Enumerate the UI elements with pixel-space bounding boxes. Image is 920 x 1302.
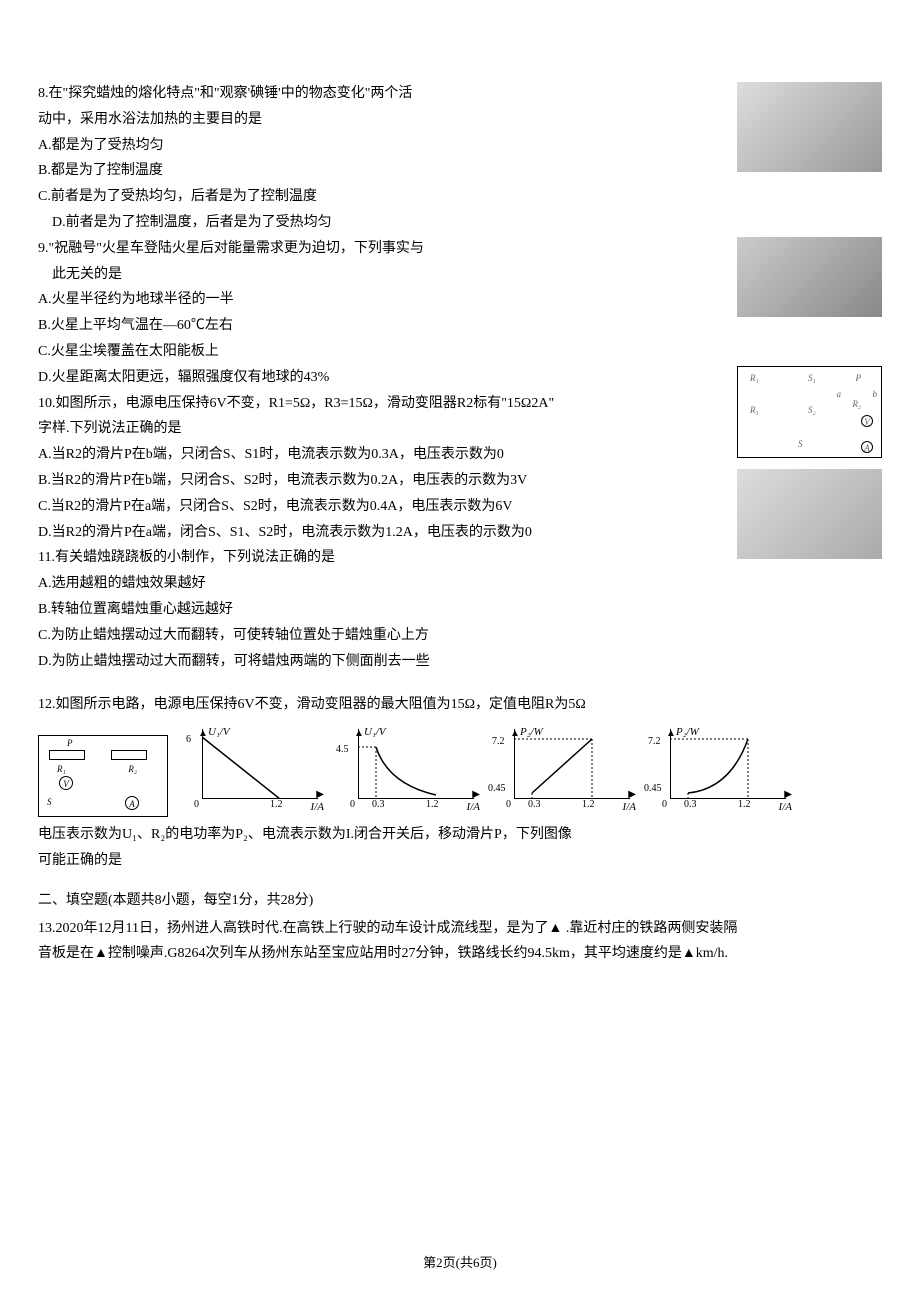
q12-circuit: P R₁ R₂ V S A [38,735,168,817]
s-label: S [798,437,803,452]
q8-option-d: D.前者是为了控制温度，后者是为了受热均匀 [38,211,882,235]
chart3-ymax: 7.2 [492,733,505,750]
a-label: a [837,387,842,402]
chart1-curve [202,729,318,799]
s2-label: S₂ [808,403,816,418]
q12-r2-box [111,750,147,760]
q11-option-a: A.选用越粗的蜡烛效果越好 [38,572,882,596]
a-meter: A [861,441,873,453]
chart3-curve [514,729,630,799]
q12-chart-4: ▲ P₂/W ▶ 7.2 0.45 0 0.3 1.2 I/A [642,725,792,817]
q11-figure [737,469,882,559]
q9-option-c: C.火星尘埃覆盖在太阳能板上 [38,340,882,364]
q12-chart-2: ▲ U₁/V ▶ 4.5 0 0.3 1.2 I/A [330,725,480,817]
q11-option-c: C.为防止蜡烛摆动过大而翻转，可使转轴位置处于蜡烛重心上方 [38,624,882,648]
q12-p: P [67,736,73,751]
r2-label: R₂ [852,397,861,412]
q11-option-b: B.转轴位置离蜡烛重心越远越好 [38,598,882,622]
q12-stem: 12.如图所示电路，电源电压保持6V不变，滑动变阻器的最大阻值为15Ω，定值电阻… [38,693,882,717]
chart4-y1: 0.45 [644,780,662,797]
b-label: b [873,387,878,402]
page-footer: 第2页(共6页) [0,1252,920,1274]
chart1-zero: 0 [194,796,199,813]
q13-line2: 音板是在▲控制噪声.G8264次列车从扬州东站至宝应站用时27分钟，铁路线长约9… [38,942,882,966]
q8-figure [737,82,882,172]
v-meter: V [861,415,873,427]
chart3-zero: 0 [506,796,511,813]
section-2-title: 二、填空题(本题共8小题，每空1分，共28分) [38,889,882,913]
p-label: P [856,371,862,386]
s1-label: S₁ [808,371,816,386]
r3-label: R₃ [750,403,759,418]
chart3-y1: 0.45 [488,780,506,797]
q12-a: A [125,796,139,810]
q12-chart-3: ▲ P₂/W ▶ 7.2 0.45 0 0.3 1.2 I/A [486,725,636,817]
q12-post-line2: 可能正确的是 [38,849,882,873]
q12-figures-row: P R₁ R₂ V S A ▲ U₁/V ▶ 6 0 1.2 I/A ▲ U₁/… [38,725,882,817]
chart1-ymax: 6 [186,731,191,748]
q12-r1: R₁ [57,762,66,777]
q12-s: S [47,795,52,810]
chart2-y1: 4.5 [336,741,349,758]
q9-option-b: B.火星上平均气温在—60℃左右 [38,314,882,338]
r1-label: R₁ [750,371,759,386]
q12-r2: R₂ [128,762,137,777]
page-content: 8.在"探究蜡烛的熔化特点"和"观察'碘锤'中的物态变化"两个活 动中，采用水浴… [38,82,882,966]
chart1-xlabel: I/A [311,798,324,817]
chart3-xlabel: I/A [623,798,636,817]
q9-figure [737,237,882,317]
chart4-curve [670,729,786,799]
chart2-curve [358,729,474,799]
q8-option-c: C.前者是为了受热均匀，后者是为了控制温度 [38,185,882,209]
chart4-zero: 0 [662,796,667,813]
q10-circuit-figure: R₁ S₁ P a b R₂ R₃ S₂ V S A [737,366,882,458]
q13-line1: 13.2020年12月11日，扬州进人高铁时代.在高铁上行驶的动车设计成流线型，… [38,917,882,941]
q12-post-line1: 电压表示数为U₁、R₂的电功率为P₂、电流表示数为I.闭合开关后，移动滑片P，下… [38,823,882,847]
chart2-xlabel: I/A [467,798,480,817]
chart2-zero: 0 [350,796,355,813]
q12-r1-box [49,750,85,760]
q12-chart-1: ▲ U₁/V ▶ 6 0 1.2 I/A [174,725,324,817]
chart4-xlabel: I/A [779,798,792,817]
q12-v: V [59,776,73,790]
q11-option-d: D.为防止蜡烛摆动过大而翻转，可将蜡烛两端的下侧面削去一些 [38,650,882,674]
chart4-ymax: 7.2 [648,733,661,750]
